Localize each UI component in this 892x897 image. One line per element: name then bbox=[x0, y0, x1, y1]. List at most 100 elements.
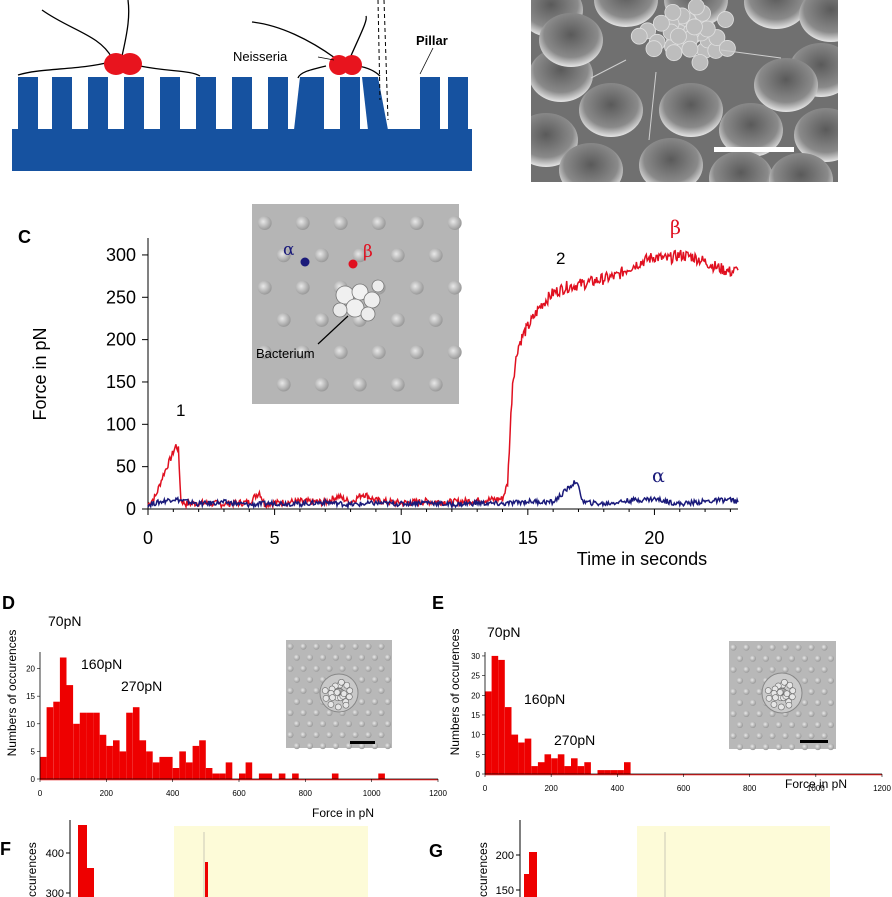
sem-pillar bbox=[769, 153, 833, 182]
pillar-dot bbox=[428, 248, 443, 263]
pillar-label: Pillar bbox=[416, 33, 448, 48]
pillar-dot bbox=[365, 731, 372, 739]
histogram-bar bbox=[529, 852, 537, 897]
x-tick-label: 10 bbox=[391, 528, 411, 548]
pillar-dot bbox=[319, 742, 327, 750]
pillar-dot bbox=[332, 742, 340, 750]
y-tick-label: 15 bbox=[26, 692, 35, 701]
pillar-dot bbox=[333, 345, 348, 360]
histogram-bar bbox=[119, 751, 127, 779]
peak-annotation: 160pN bbox=[524, 691, 565, 707]
pillar-dot bbox=[762, 655, 770, 662]
pillar-dot bbox=[795, 666, 802, 673]
pillar-dot bbox=[306, 698, 314, 705]
histogram-bar bbox=[179, 751, 186, 779]
sem-pillar bbox=[799, 0, 838, 42]
pillar-dot bbox=[313, 687, 320, 694]
pillar-dot bbox=[339, 665, 346, 672]
pilus-fibre bbox=[121, 0, 130, 57]
pillar-dot bbox=[306, 676, 314, 683]
bacterium-cell bbox=[340, 690, 348, 697]
y-tick-label: 50 bbox=[116, 457, 136, 477]
bacterium-cell bbox=[765, 695, 773, 702]
pillar-schematic: Neisseria Pillar bbox=[12, 0, 472, 171]
histogram-bar bbox=[292, 773, 299, 779]
scale-bar bbox=[800, 740, 828, 743]
y-tick-label: 150 bbox=[106, 372, 136, 392]
pillar-dot bbox=[306, 720, 314, 728]
histogram-bar bbox=[199, 740, 206, 779]
pillar-dot bbox=[447, 280, 462, 295]
bacterium-cell bbox=[343, 681, 351, 689]
pillar-dot bbox=[371, 742, 379, 750]
pillar-dot bbox=[782, 644, 789, 651]
pillar-dot bbox=[371, 345, 386, 360]
pillar-dot bbox=[313, 643, 320, 650]
pillar-dot bbox=[352, 248, 367, 263]
peak-annotation: 270pN bbox=[554, 732, 595, 748]
pillar-dot bbox=[795, 732, 802, 740]
pillar-dot bbox=[782, 666, 789, 673]
pillar-dot bbox=[313, 709, 320, 716]
pillar-dot bbox=[276, 377, 291, 392]
bacterium-cell bbox=[329, 694, 336, 701]
pillar-dot bbox=[358, 676, 366, 683]
histogram-bar bbox=[278, 773, 286, 779]
pillar-dot bbox=[409, 216, 424, 230]
bacterium-cell bbox=[778, 703, 785, 711]
peak-annotation: 160pN bbox=[81, 656, 122, 672]
pillar-dot bbox=[365, 687, 372, 694]
pillar-dot bbox=[814, 699, 822, 706]
histogram-bar bbox=[99, 734, 107, 779]
pillar-dot bbox=[257, 345, 272, 360]
bacterium-cell bbox=[322, 695, 330, 702]
pillar-dot bbox=[743, 688, 750, 695]
pillar-dot bbox=[769, 710, 776, 717]
pillar-dot bbox=[293, 676, 301, 683]
pillar-dot bbox=[808, 688, 815, 695]
pillar-dot bbox=[775, 743, 783, 751]
x-tick-label: 200 bbox=[544, 784, 558, 793]
pillar-dot bbox=[821, 666, 828, 673]
sem-bacterium bbox=[686, 18, 703, 36]
pillar-dot bbox=[352, 643, 359, 650]
bacterium-cell bbox=[335, 703, 342, 711]
pillar-dot bbox=[409, 280, 424, 295]
pillar-dot bbox=[352, 665, 359, 672]
histogram-bar bbox=[331, 773, 339, 779]
histogram-bar bbox=[225, 762, 233, 779]
pillar-base bbox=[12, 129, 472, 171]
pilus-fibre bbox=[349, 15, 367, 59]
pillar-dot bbox=[756, 732, 763, 740]
pillar-dot bbox=[743, 666, 750, 673]
x-tick-label: 1000 bbox=[363, 789, 381, 798]
histogram-bar bbox=[531, 766, 538, 774]
histogram-bar bbox=[139, 740, 147, 779]
pillar-dot bbox=[384, 698, 392, 705]
pillar-dot bbox=[756, 710, 763, 717]
beta-marker bbox=[348, 259, 358, 269]
y-tick-label: 200 bbox=[106, 330, 136, 350]
neisseria-label: Neisseria bbox=[233, 49, 288, 64]
pillar-dot bbox=[743, 710, 750, 717]
y-tick-label: 30 bbox=[471, 652, 480, 661]
sem-bacterium bbox=[691, 54, 709, 71]
histogram-bar bbox=[551, 758, 558, 774]
histogram-bar bbox=[577, 766, 585, 774]
pillar-dot bbox=[293, 698, 301, 705]
pillar-dot bbox=[365, 709, 372, 716]
pillar-dot bbox=[371, 216, 386, 230]
x-tick-label: 600 bbox=[677, 784, 691, 793]
histogram-bar bbox=[78, 825, 87, 897]
pillar-dot bbox=[808, 666, 815, 673]
panel-letter-c: C bbox=[18, 227, 31, 247]
inset-bar bbox=[205, 862, 208, 897]
pillar bbox=[232, 77, 252, 130]
beta-marker-label: β bbox=[363, 242, 373, 262]
neisseria-bacterium bbox=[342, 55, 362, 75]
pillar-dot bbox=[345, 720, 353, 728]
pilus-fibre bbox=[41, 9, 113, 59]
alpha-trace-label: α bbox=[652, 465, 665, 487]
pillar bbox=[448, 77, 468, 130]
sem-pillar bbox=[579, 83, 643, 137]
